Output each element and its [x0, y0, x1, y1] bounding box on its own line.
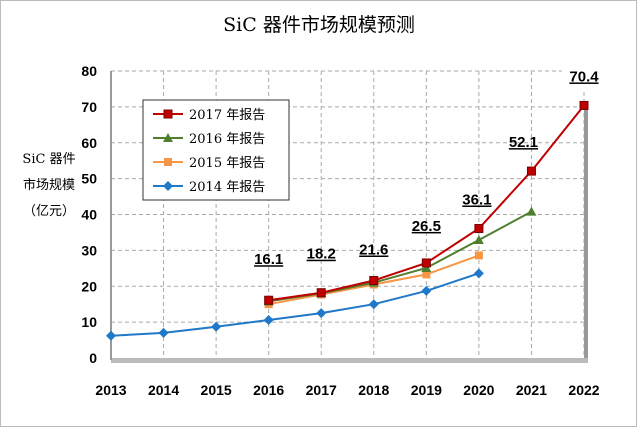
x-tick-label: 2021: [516, 382, 547, 398]
x-tick-label: 2022: [568, 382, 599, 398]
y-tick-label: 10: [81, 314, 97, 330]
data-label: 21.6: [359, 242, 388, 259]
x-tick-label: 2013: [95, 382, 126, 398]
data-label: 70.4: [569, 68, 599, 85]
data-point: [422, 270, 431, 279]
legend-label: 2015 年报告: [189, 156, 265, 171]
data-label: 18.2: [307, 246, 336, 263]
data-point: [316, 288, 326, 298]
y-tick-label: 50: [81, 171, 97, 187]
data-point: [579, 100, 589, 110]
data-point: [526, 166, 536, 176]
x-tick-label: 2020: [463, 382, 494, 398]
right-wall: [584, 101, 588, 358]
y-axis-label-line-3: （亿元）: [23, 204, 75, 219]
data-point: [369, 276, 379, 286]
data-point: [264, 295, 274, 305]
x-tick-label: 2019: [411, 382, 442, 398]
y-tick-label: 80: [81, 63, 97, 79]
data-label: 52.1: [509, 134, 538, 151]
y-tick-label: 0: [89, 350, 97, 366]
data-point: [473, 234, 484, 244]
data-point: [316, 308, 327, 319]
x-axis-floor: [111, 358, 588, 363]
data-point: [368, 299, 379, 310]
chart-title: SiC 器件市场规模预测: [223, 14, 415, 36]
x-tick-label: 2014: [148, 382, 179, 398]
data-point: [211, 321, 222, 332]
y-tick-label: 30: [81, 242, 97, 258]
data-point: [526, 206, 537, 216]
data-label: 26.5: [412, 218, 441, 235]
x-tick-label: 2015: [201, 382, 232, 398]
data-point: [474, 251, 483, 260]
data-point: [263, 314, 274, 325]
data-point: [164, 158, 172, 166]
data-point: [421, 262, 432, 272]
y-tick-label: 40: [81, 207, 97, 223]
data-point: [163, 109, 173, 119]
data-point: [163, 133, 173, 142]
data-point: [421, 258, 431, 268]
legend-label: 2017 年报告: [189, 108, 265, 123]
y-axis-label-line-1: SiC 器件: [22, 152, 75, 167]
data-label: 16.1: [254, 251, 283, 268]
data-point: [106, 330, 116, 341]
y-tick-label: 60: [81, 135, 97, 151]
data-point: [158, 327, 169, 338]
x-tick-label: 2016: [253, 382, 284, 398]
data-point: [421, 285, 432, 296]
y-axis-label-line-2: 市场规模: [23, 177, 75, 193]
series-line: [110, 272, 480, 337]
legend-label: 2014 年报告: [189, 180, 265, 195]
data-label-bg: [562, 68, 606, 91]
x-tick-label: 2017: [306, 382, 337, 398]
y-tick-label: 70: [81, 99, 97, 115]
x-tick-label: 2018: [358, 382, 389, 398]
data-point: [474, 223, 484, 233]
legend-label: 2016 年报告: [189, 132, 265, 147]
data-label: 36.1: [462, 191, 491, 208]
data-point: [163, 181, 173, 191]
data-point: [473, 268, 484, 279]
y-tick-label: 20: [81, 278, 97, 294]
